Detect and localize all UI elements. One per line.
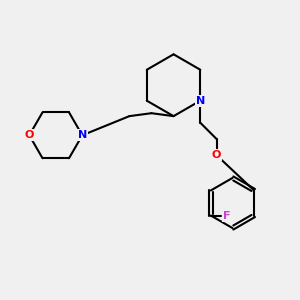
Text: N: N xyxy=(196,96,205,106)
Text: O: O xyxy=(25,130,34,140)
Text: F: F xyxy=(223,211,231,220)
Text: O: O xyxy=(212,150,221,160)
Text: N: N xyxy=(78,130,87,140)
